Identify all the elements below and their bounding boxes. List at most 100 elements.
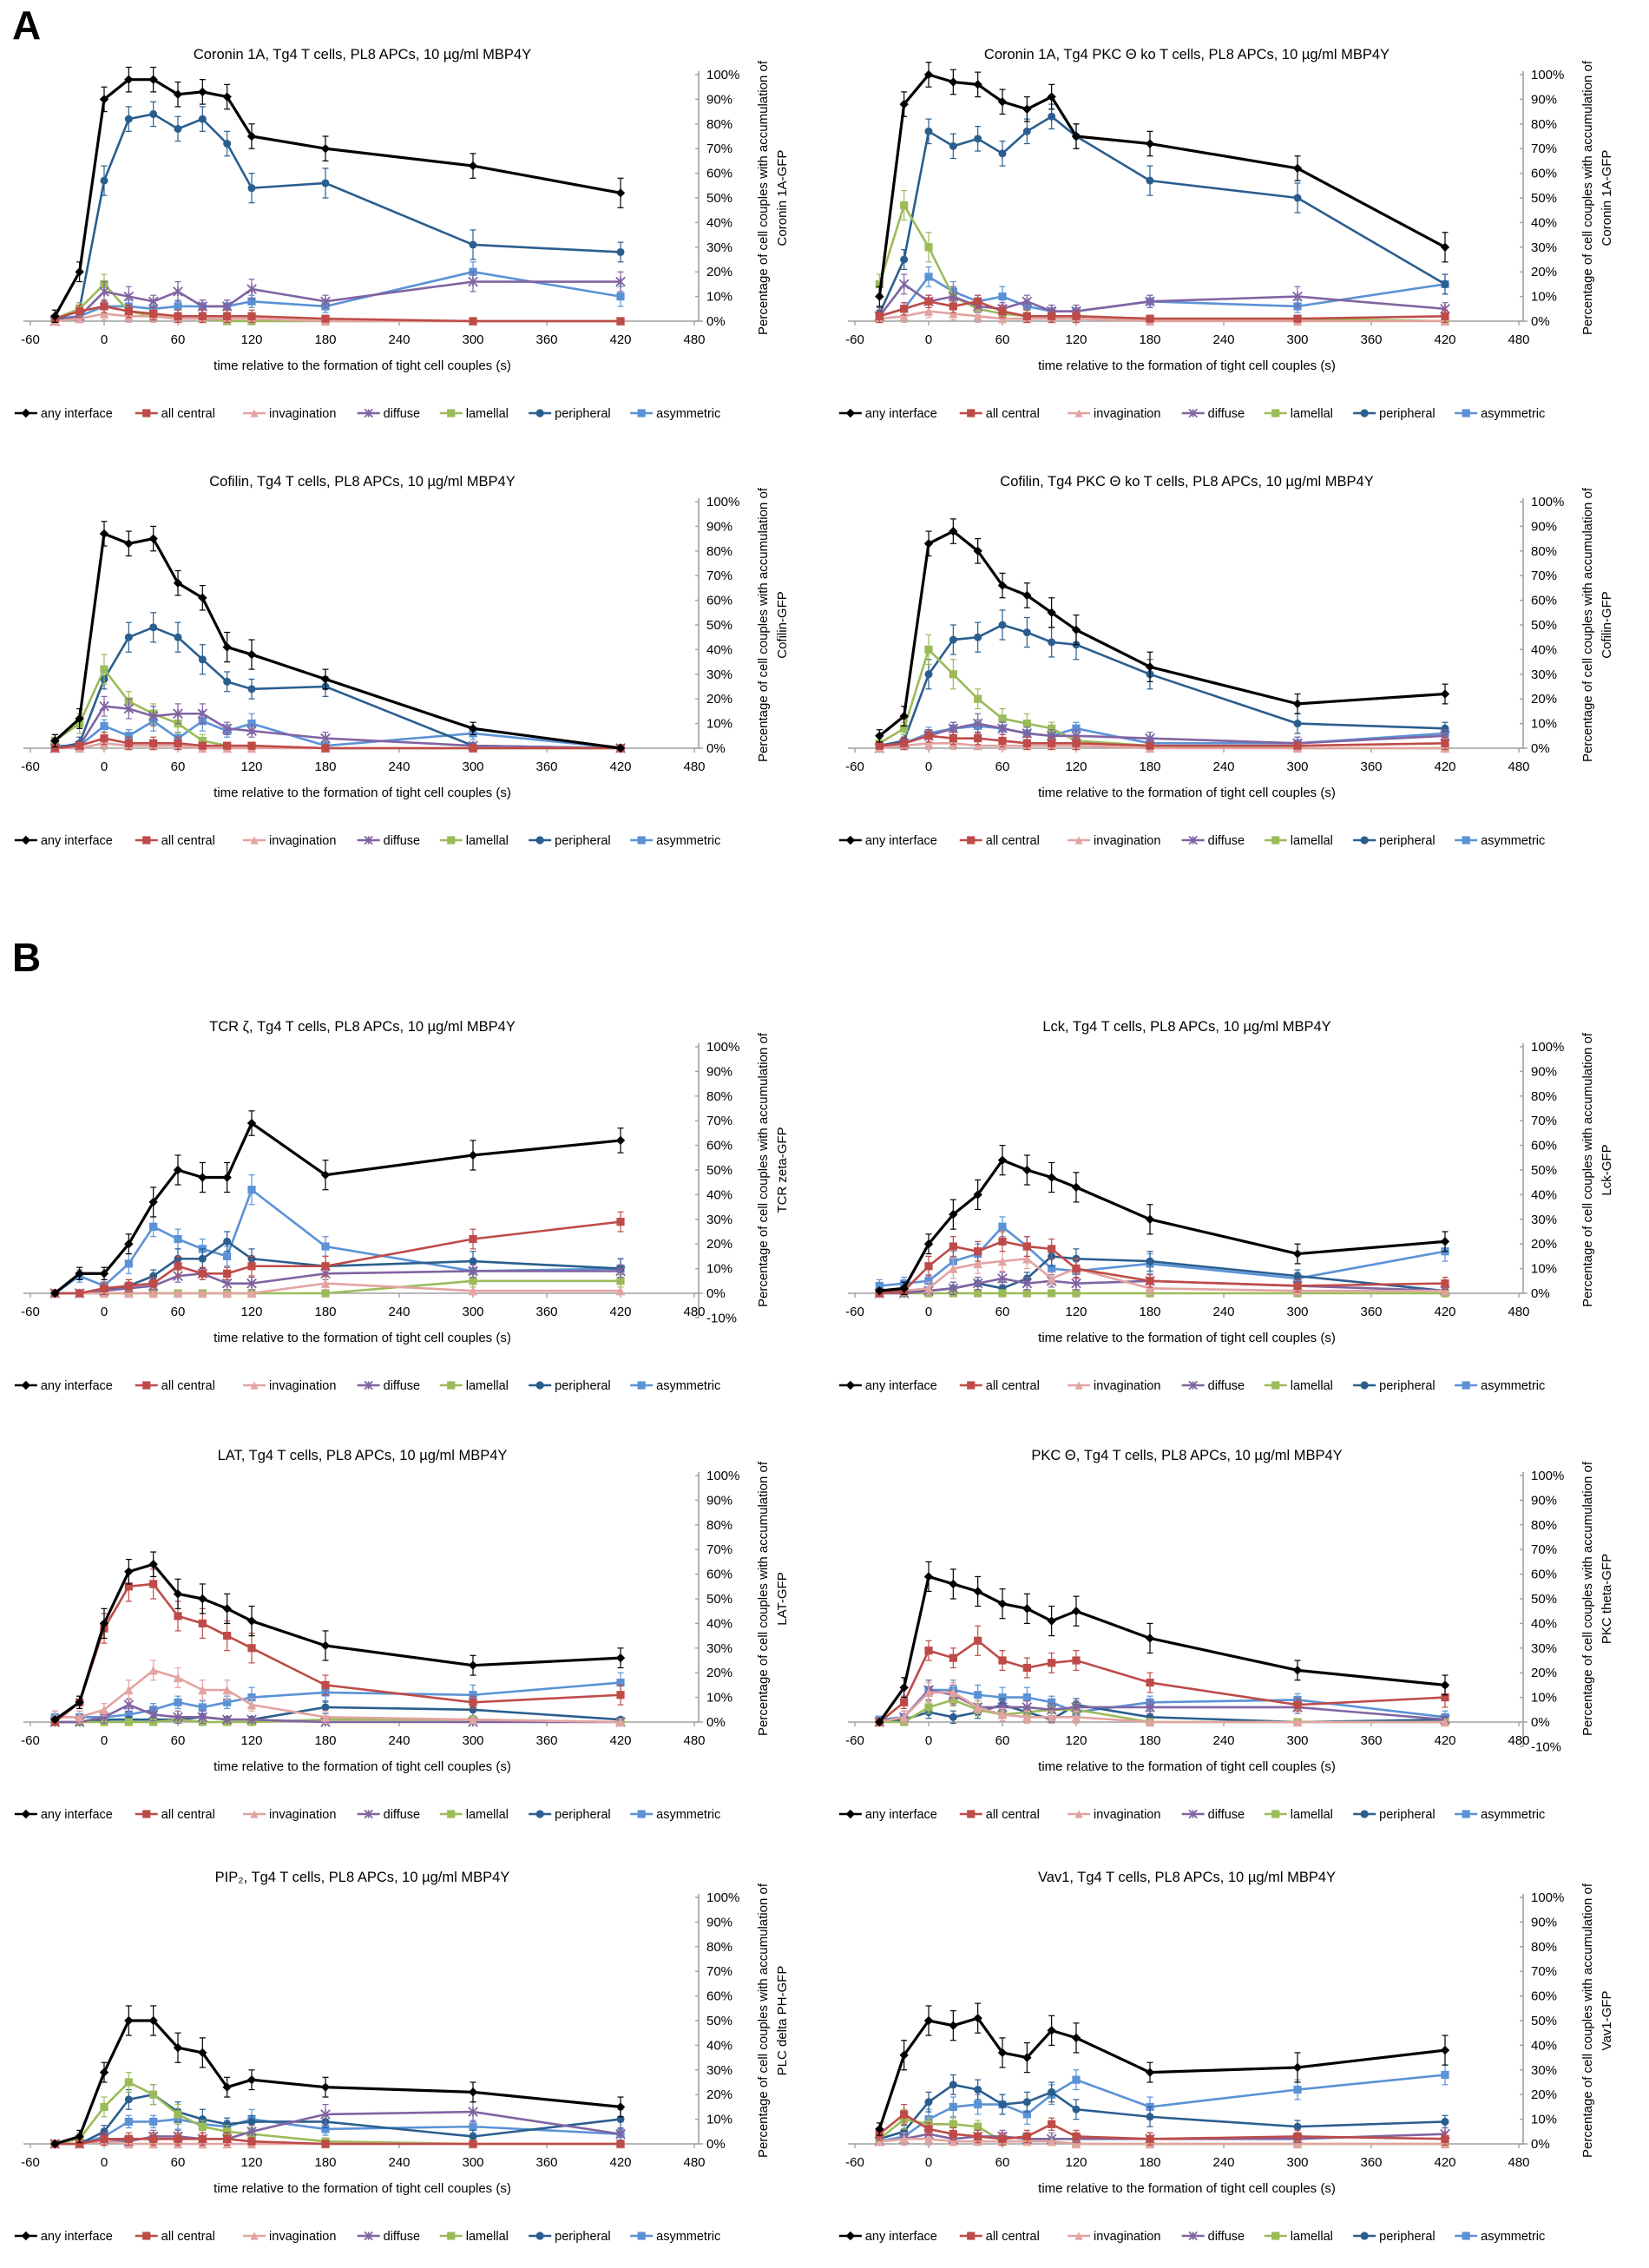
y-tick-label: 100%	[1531, 1890, 1564, 1905]
all central-marker	[1022, 312, 1031, 320]
x-tick-label: 60	[995, 759, 1010, 774]
legend: any interface all central invagination diff…	[838, 1379, 1545, 1393]
x-tick-label: 60	[995, 1733, 1010, 1748]
y-tick-label: 90%	[706, 1064, 733, 1079]
asymmetric-marker	[174, 302, 182, 311]
y-axis-label-line2: PLC delta PH-GFP	[775, 1966, 790, 2076]
peripheral-marker	[198, 655, 207, 664]
chart-svg-coronin1a-tg4: Coronin 1A, Tg4 T cells, PL8 APCs, 10 µg…	[14, 47, 790, 421]
asymmetric-legend-marker	[1462, 2232, 1470, 2240]
y-tick-label: 60%	[706, 1989, 733, 2004]
y-tick-label: 70%	[1531, 569, 1557, 583]
invagination-marker	[997, 1256, 1008, 1266]
legend-item-peripheral: peripheral	[1353, 1808, 1435, 1822]
lamellal-marker	[174, 2110, 182, 2119]
legend: any interface all central invagination diff…	[14, 1808, 720, 1822]
all central-marker	[949, 734, 957, 743]
diffuse-marker	[148, 1709, 159, 1720]
any interface-marker	[1145, 1214, 1155, 1224]
lamellal-legend-marker	[1271, 1381, 1280, 1390]
chart-svg-lat-tg4: LAT, Tg4 T cells, PL8 APCs, 10 µg/ml MBP…	[14, 1448, 790, 1822]
chart-title: PKC Θ, Tg4 T cells, PL8 APCs, 10 µg/ml M…	[1031, 1448, 1342, 1463]
x-axis-label: time relative to the formation of tight …	[214, 1759, 511, 1774]
legend-item-label: diffuse	[384, 2230, 420, 2244]
y-axis-label-line2: LAT-GFP	[775, 1572, 790, 1625]
peripheral-marker	[949, 635, 957, 644]
any interface-marker	[99, 1269, 109, 1279]
lamellal-marker	[149, 2090, 158, 2099]
all central-marker	[198, 741, 207, 750]
all central-marker	[616, 1218, 625, 1226]
all central-marker	[469, 744, 477, 753]
y-tick-label: 20%	[1531, 265, 1557, 279]
all central-marker	[1072, 1265, 1081, 1273]
x-tick-label: 240	[388, 2155, 410, 2170]
legend-item-lamellal: lamellal	[439, 1379, 509, 1393]
peripheral-marker	[1146, 176, 1154, 185]
diffuse-marker	[148, 711, 159, 721]
peripheral-marker	[1146, 2113, 1154, 2121]
y-tick-label: 100%	[706, 1040, 739, 1055]
legend-item-invagination: invagination	[243, 834, 336, 848]
asymmetric-marker	[100, 721, 108, 731]
legend-item-lamellal: lamellal	[1264, 2230, 1333, 2244]
diffuse-marker	[468, 1265, 478, 1277]
invagination-marker	[1071, 2139, 1081, 2149]
y-tick-label: 80%	[706, 1518, 733, 1533]
invagination-marker	[75, 1713, 84, 1722]
y-tick-label: 70%	[1531, 141, 1557, 156]
y-tick-label: -10%	[1531, 1739, 1561, 1754]
asymmetric-marker	[998, 1693, 1007, 1702]
peripheral-legend-marker	[535, 1810, 544, 1818]
y-tick-label: 0%	[1531, 741, 1550, 756]
series-peripheral	[875, 103, 1449, 321]
invagination-marker	[949, 309, 958, 319]
series-invagination	[875, 304, 1450, 326]
peripheral-marker	[1441, 279, 1449, 288]
series-invagination	[50, 306, 626, 326]
y-tick-label: 40%	[706, 1187, 733, 1202]
asymmetric-marker	[247, 297, 256, 306]
asymmetric-marker	[149, 2117, 158, 2127]
x-tick-label: -60	[845, 1733, 864, 1748]
lamellal-marker	[1022, 1289, 1031, 1298]
any interface-marker	[50, 736, 60, 746]
legend-item-label: diffuse	[384, 407, 420, 421]
lamellal-marker	[924, 1703, 933, 1712]
y-tick-label: 60%	[1531, 167, 1557, 181]
diffuse-marker	[173, 286, 183, 297]
all central-marker	[616, 317, 625, 325]
y-tick-label: 0%	[1531, 314, 1550, 329]
legend-item-label: peripheral	[555, 834, 611, 848]
y-tick-label: 50%	[1531, 1163, 1557, 1178]
peripheral-marker	[1293, 194, 1302, 202]
legend-item-asymmetric: asymmetric	[630, 2230, 720, 2244]
legend-item-any-interface: any interface	[14, 1808, 113, 1822]
chart-svg-vav1-tg4: Vav1, Tg4 T cells, PL8 APCs, 10 µg/ml MB…	[838, 1870, 1614, 2244]
all central-marker	[1441, 2134, 1449, 2143]
series-all-central	[875, 294, 1449, 324]
y-tick-label: 70%	[706, 1964, 733, 1979]
any interface-legend-marker	[21, 2231, 31, 2241]
invagination-marker	[615, 1285, 626, 1296]
any interface-marker	[124, 1567, 134, 1576]
diffuse-marker	[1022, 1702, 1033, 1713]
any interface-marker	[99, 1619, 109, 1628]
lamellal-marker	[949, 2120, 957, 2128]
chart-lat-tg4: LAT, Tg4 T cells, PL8 APCs, 10 µg/ml MBP…	[0, 1425, 824, 1842]
legend-item-invagination: invagination	[243, 407, 336, 421]
all central-marker	[1146, 2134, 1154, 2143]
all central-marker	[900, 739, 909, 747]
diffuse-marker	[468, 2107, 478, 2117]
x-tick-label: 480	[683, 332, 705, 347]
diffuse-marker	[1022, 1278, 1033, 1289]
series-asymmetric	[875, 2064, 1449, 2146]
peripheral-marker	[974, 2086, 982, 2094]
series-all-central	[50, 731, 625, 753]
chart-svg-coronin1a-pkctheta-ko: Coronin 1A, Tg4 PKC Θ ko T cells, PL8 AP…	[838, 47, 1614, 421]
legend-item-label: invagination	[1094, 1808, 1160, 1822]
peripheral-legend-marker	[535, 2232, 544, 2240]
x-tick-label: 420	[609, 1733, 631, 1748]
legend-item-label: invagination	[269, 2230, 336, 2244]
x-tick-label: 60	[171, 1305, 186, 1319]
